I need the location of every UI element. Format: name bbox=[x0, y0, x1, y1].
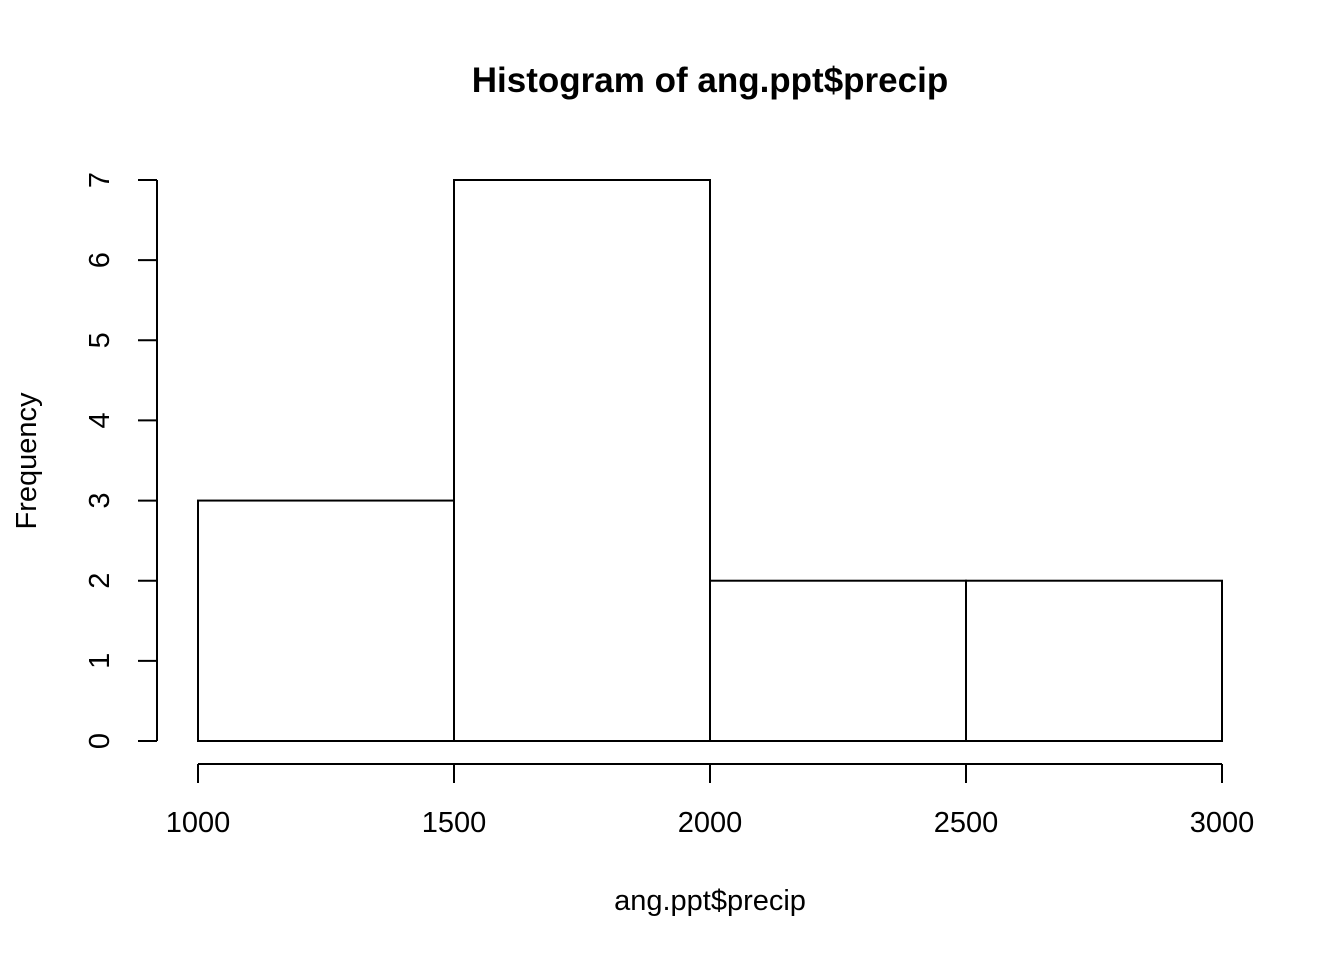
y-axis: 0 1 2 3 4 5 6 7 bbox=[84, 172, 158, 749]
y-tick-label: 3 bbox=[84, 493, 116, 509]
y-tick-label: 5 bbox=[84, 332, 116, 348]
y-tick-label: 1 bbox=[84, 653, 116, 669]
x-tick-label: 1500 bbox=[422, 807, 487, 839]
x-tick-label: 3000 bbox=[1190, 807, 1255, 839]
bars-group bbox=[197, 179, 1223, 743]
x-axis: 1000 1500 2000 2500 3000 bbox=[166, 763, 1255, 839]
y-axis-label: Frequency bbox=[11, 392, 43, 530]
y-tick-label: 6 bbox=[84, 252, 116, 268]
histogram-bar-1 bbox=[197, 499, 455, 743]
x-tick-label: 2000 bbox=[678, 807, 743, 839]
y-tick-label: 0 bbox=[84, 733, 116, 749]
y-tick-label: 2 bbox=[84, 573, 116, 589]
x-axis-label: ang.ppt$precip bbox=[614, 885, 806, 917]
x-tick-label: 2500 bbox=[934, 807, 999, 839]
histogram-bar-4 bbox=[965, 579, 1223, 743]
y-tick-label: 7 bbox=[84, 172, 116, 188]
chart-title: Histogram of ang.ppt$precip bbox=[472, 61, 948, 100]
histogram-bar-3 bbox=[709, 579, 967, 743]
x-tick-label: 1000 bbox=[166, 807, 231, 839]
histogram-bar-2 bbox=[453, 179, 711, 742]
y-tick-label: 4 bbox=[84, 412, 116, 428]
